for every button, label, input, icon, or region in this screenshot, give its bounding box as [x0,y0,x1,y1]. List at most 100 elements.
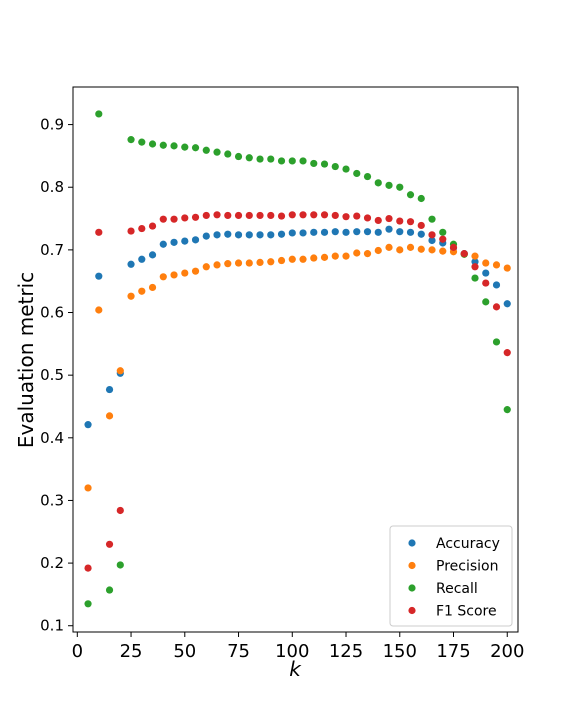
accuracy-point [363,228,372,236]
precision-point [439,247,447,255]
recall-point [127,136,135,144]
legend-marker-accuracy [408,539,416,547]
recall-point [299,157,307,165]
accuracy-point [256,231,264,239]
f1-score-point [191,213,200,221]
accuracy-point [331,228,339,236]
accuracy-point [191,236,200,244]
accuracy-point [310,228,318,236]
f1-score-point [288,211,296,219]
recall-point [84,600,92,608]
precision-point [267,258,275,266]
precision-point [202,263,210,271]
precision-point [191,267,200,275]
accuracy-point [396,228,404,236]
accuracy-point [385,225,393,233]
x-tick-label: 125 [329,641,363,662]
accuracy-point [417,230,425,238]
y-tick-label: 0.1 [40,617,64,635]
recall-point [439,228,447,236]
x-axis-label: k [289,657,302,681]
precision-point [256,258,264,267]
recall-point [95,110,103,118]
recall-point [191,144,200,152]
accuracy-point [267,231,275,239]
recall-point [492,338,501,346]
precision-point [84,484,92,492]
x-tick-label: 100 [275,641,309,662]
y-tick-label: 0.6 [40,304,64,322]
recall-point [181,143,189,151]
accuracy-point [234,231,243,239]
accuracy-point [127,260,135,268]
x-tick-label: 50 [173,641,196,662]
f1-score-point [202,211,210,220]
accuracy-point [428,236,436,245]
f1-score-point [84,564,92,572]
accuracy-point [105,385,114,394]
accuracy-point [406,228,415,236]
f1-score-point [439,235,447,243]
precision-point [320,253,329,261]
f1-score-point [503,349,511,357]
recall-point [482,298,490,306]
accuracy-point [471,258,479,266]
accuracy-point [159,240,167,248]
legend-label-f1-score: F1 Score [436,604,497,620]
recall-point [396,183,404,191]
f1-score-point [385,214,393,223]
f1-score-point [353,212,361,220]
x-tick-label: 75 [227,641,250,662]
recall-point [138,138,146,146]
f1-score-point [482,279,490,287]
legend-label-accuracy: Accuracy [436,536,500,552]
f1-score-point [417,221,425,230]
recall-point [116,561,124,569]
y-tick-label: 0.7 [40,241,64,259]
recall-point [105,586,114,594]
accuracy-point [320,228,329,236]
accuracy-point [84,421,92,429]
legend-frame [389,525,513,627]
f1-score-point [245,211,253,220]
f1-score-point [396,217,404,225]
precision-point [353,249,361,257]
precision-point [234,259,243,267]
f1-score-point [213,211,221,219]
f1-score-point [299,211,307,219]
recall-point [245,154,253,162]
recall-point [234,152,243,161]
recall-point [267,155,275,163]
precision-point [95,306,103,314]
precision-point [288,255,296,263]
f1-score-point [277,212,286,220]
f1-score-point [138,224,146,233]
precision-point [374,246,382,255]
accuracy-point [245,231,253,239]
recall-point [148,140,157,148]
legend-marker-f1-score [408,606,416,615]
recall-point [320,160,329,168]
f1-score-point [159,215,167,223]
f1-score-point [95,228,103,236]
recall-point [256,155,264,163]
recall-point [288,157,296,165]
accuracy-point [299,229,307,237]
x-tick-label: 175 [436,641,470,662]
recall-point [417,194,425,203]
recall-point [277,157,286,165]
plot-frame [72,86,519,633]
precision-point [299,255,307,263]
precision-point [310,254,318,262]
precision-point [148,283,157,292]
recall-point [406,191,415,199]
precision-point [170,271,178,279]
precision-point [127,292,135,300]
recall-point [353,169,361,178]
precision-point [482,259,490,267]
precision-point [471,252,479,260]
recall-point [363,172,372,181]
x-tick-label: 150 [383,641,417,662]
